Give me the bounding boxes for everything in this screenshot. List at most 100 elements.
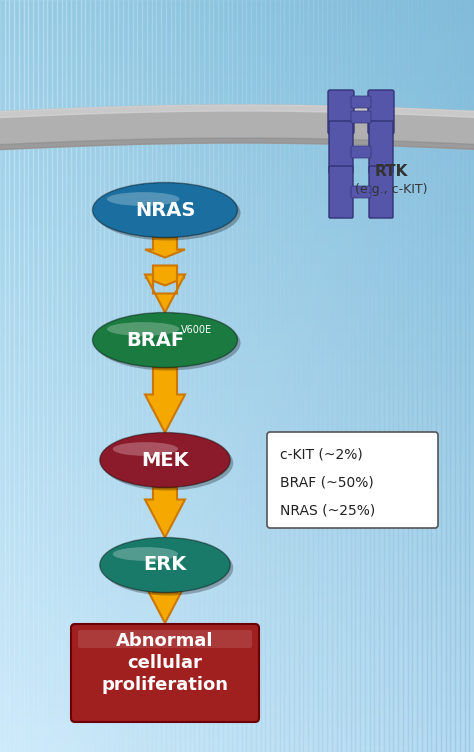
Bar: [0, 286, 474, 293]
Bar: [0, 233, 474, 241]
Bar: [0, 53, 474, 60]
Bar: [265, 0, 270, 752]
Bar: [341, 0, 346, 752]
Bar: [43, 0, 47, 752]
Bar: [299, 0, 303, 752]
Bar: [0, 572, 474, 579]
Polygon shape: [145, 274, 185, 313]
Bar: [0, 421, 474, 429]
Text: c-KIT (~2%): c-KIT (~2%): [280, 448, 363, 462]
Bar: [389, 0, 393, 752]
Bar: [0, 143, 474, 150]
Bar: [0, 150, 474, 158]
Bar: [327, 0, 332, 752]
Bar: [455, 0, 460, 752]
Bar: [384, 0, 389, 752]
Bar: [351, 0, 356, 752]
Text: BRAF: BRAF: [126, 330, 184, 350]
Bar: [38, 0, 43, 752]
Bar: [346, 0, 351, 752]
Bar: [175, 0, 180, 752]
Bar: [0, 714, 474, 722]
Bar: [261, 0, 265, 752]
Bar: [0, 639, 474, 647]
FancyBboxPatch shape: [369, 166, 393, 218]
Bar: [0, 23, 474, 30]
Bar: [0, 135, 474, 143]
Bar: [0, 707, 474, 714]
Bar: [142, 0, 147, 752]
Bar: [0, 308, 474, 316]
Bar: [223, 0, 228, 752]
Bar: [66, 0, 71, 752]
Ellipse shape: [95, 316, 240, 371]
Bar: [0, 692, 474, 699]
Bar: [322, 0, 327, 752]
Bar: [0, 632, 474, 639]
Polygon shape: [145, 265, 185, 286]
Bar: [0, 414, 474, 421]
Bar: [441, 0, 446, 752]
FancyBboxPatch shape: [351, 146, 371, 158]
Bar: [374, 0, 379, 752]
Bar: [0, 594, 474, 602]
Bar: [0, 617, 474, 624]
Bar: [9, 0, 14, 752]
Bar: [52, 0, 57, 752]
Bar: [0, 60, 474, 68]
Bar: [0, 564, 474, 572]
Bar: [133, 0, 137, 752]
Bar: [356, 0, 360, 752]
Bar: [0, 722, 474, 729]
Bar: [0, 196, 474, 203]
Bar: [19, 0, 24, 752]
Bar: [137, 0, 142, 752]
Bar: [190, 0, 194, 752]
Bar: [0, 519, 474, 526]
Bar: [0, 218, 474, 226]
Bar: [0, 699, 474, 707]
Bar: [294, 0, 299, 752]
Bar: [0, 361, 474, 368]
Bar: [318, 0, 322, 752]
Bar: [90, 0, 95, 752]
Bar: [152, 0, 156, 752]
Bar: [412, 0, 417, 752]
Bar: [0, 263, 474, 271]
FancyBboxPatch shape: [328, 90, 354, 134]
Bar: [450, 0, 455, 752]
Bar: [246, 0, 251, 752]
Ellipse shape: [107, 322, 180, 336]
Bar: [128, 0, 133, 752]
Bar: [100, 0, 104, 752]
Ellipse shape: [92, 183, 237, 238]
Bar: [280, 0, 284, 752]
Text: Abnormal
cellular
proliferation: Abnormal cellular proliferation: [101, 632, 228, 694]
Bar: [337, 0, 341, 752]
Bar: [0, 83, 474, 90]
Bar: [123, 0, 128, 752]
Text: ERK: ERK: [143, 556, 187, 575]
Bar: [465, 0, 469, 752]
Bar: [28, 0, 33, 752]
Bar: [436, 0, 441, 752]
Bar: [104, 0, 109, 752]
Bar: [0, 38, 474, 45]
Bar: [417, 0, 422, 752]
Bar: [33, 0, 38, 752]
Bar: [0, 105, 474, 113]
Text: (e.g., c-KIT): (e.g., c-KIT): [355, 183, 427, 196]
Bar: [270, 0, 275, 752]
Bar: [242, 0, 246, 752]
Bar: [379, 0, 384, 752]
Polygon shape: [145, 368, 185, 432]
Bar: [0, 602, 474, 609]
Bar: [427, 0, 431, 752]
Bar: [76, 0, 81, 752]
Bar: [0, 504, 474, 511]
Bar: [0, 647, 474, 654]
Bar: [0, 346, 474, 353]
Bar: [85, 0, 90, 752]
Bar: [0, 549, 474, 556]
Text: V600E: V600E: [181, 325, 212, 335]
